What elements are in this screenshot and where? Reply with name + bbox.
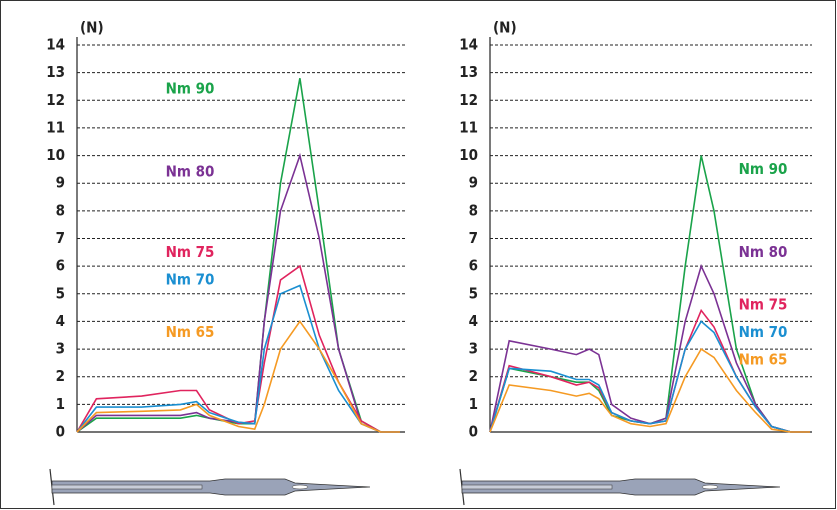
series-label: Nm 75 [739, 295, 788, 313]
series-label: Nm 70 [166, 270, 215, 288]
y-tick-label: 13 [46, 63, 65, 81]
y-tick-label: 9 [469, 174, 478, 192]
y-tick-label: 14 [46, 36, 65, 54]
y-tick-label: 2 [56, 367, 65, 385]
y-tick-label: 12 [459, 91, 478, 109]
y-tick-label: 10 [46, 146, 65, 164]
y-tick-label: 0 [469, 423, 478, 441]
series-label: Nm 75 [166, 243, 215, 261]
series-label: Nm 70 [739, 323, 788, 341]
y-tick-label: 7 [56, 229, 65, 247]
y-tick-label: 4 [56, 312, 65, 330]
series-label: Nm 80 [739, 243, 788, 261]
figure: 01234567891011121314(N)Nm 90Nm 80Nm 75Nm… [0, 0, 837, 510]
y-tick-label: 6 [56, 257, 65, 275]
y-tick-label: 13 [459, 63, 478, 81]
y-tick-label: 0 [56, 423, 65, 441]
series-label: Nm 65 [166, 323, 215, 341]
y-tick-label: 11 [46, 118, 65, 136]
series-label: Nm 80 [166, 163, 215, 181]
y-tick-label: 1 [56, 395, 65, 413]
y-tick-label: 8 [469, 201, 478, 219]
y-tick-label: 10 [459, 146, 478, 164]
series-label: Nm 65 [739, 351, 788, 369]
y-axis-label: (N) [493, 19, 517, 37]
y-tick-label: 2 [469, 367, 478, 385]
y-axis-label: (N) [80, 19, 104, 37]
y-tick-label: 14 [459, 36, 478, 54]
y-tick-label: 5 [469, 284, 478, 302]
y-tick-label: 3 [469, 340, 478, 358]
series-label: Nm 90 [739, 160, 788, 178]
series-label: Nm 90 [166, 80, 215, 98]
y-tick-label: 11 [459, 118, 478, 136]
y-tick-label: 12 [46, 91, 65, 109]
y-tick-label: 7 [469, 229, 478, 247]
y-tick-label: 9 [56, 174, 65, 192]
y-tick-label: 5 [56, 284, 65, 302]
y-tick-label: 3 [56, 340, 65, 358]
y-tick-label: 1 [469, 395, 478, 413]
y-tick-label: 8 [56, 201, 65, 219]
y-tick-label: 6 [469, 257, 478, 275]
y-tick-label: 4 [469, 312, 478, 330]
